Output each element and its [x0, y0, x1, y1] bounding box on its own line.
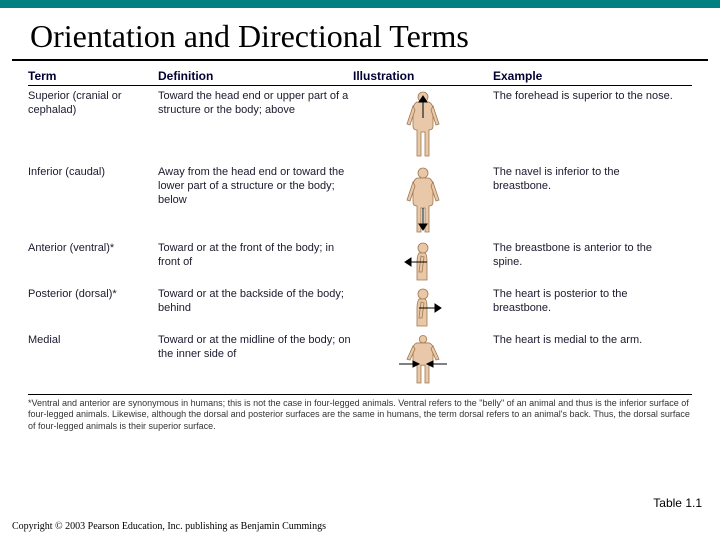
cell-illustration [353, 166, 493, 236]
cell-term: Superior (cranial or cephalad) [28, 90, 158, 118]
page-title: Orientation and Directional Terms [12, 8, 708, 61]
directional-terms-table: Term Definition Illustration Example Sup… [0, 67, 720, 432]
cell-example: The heart is medial to the arm. [493, 334, 678, 348]
cell-term: Medial [28, 334, 158, 348]
cell-definition: Away from the head end or toward the low… [158, 166, 353, 207]
cell-definition: Toward or at the midline of the body; on… [158, 334, 353, 362]
copyright-text: Copyright © 2003 Pearson Education, Inc.… [12, 521, 326, 532]
top-accent-bar [0, 0, 720, 8]
header-term: Term [28, 69, 158, 83]
footnote-text: *Ventral and anterior are synonymous in … [28, 395, 692, 432]
body-figure-icon [395, 166, 451, 236]
table-row: Anterior (ventral)* Toward or at the fro… [28, 238, 692, 284]
cell-definition: Toward or at the front of the body; in f… [158, 242, 353, 270]
table-row: Inferior (caudal) Away from the head end… [28, 162, 692, 238]
body-side-figure-icon [395, 242, 451, 282]
table-header-row: Term Definition Illustration Example [28, 67, 692, 86]
table-row: Medial Toward or at the midline of the b… [28, 330, 692, 388]
cell-example: The forehead is superior to the nose. [493, 90, 678, 104]
cell-example: The heart is posterior to the breastbone… [493, 288, 678, 316]
header-illustration: Illustration [353, 69, 493, 83]
body-side-figure-icon [395, 288, 451, 328]
cell-definition: Toward or at the backside of the body; b… [158, 288, 353, 316]
cell-illustration [353, 242, 493, 282]
body-figure-icon [395, 90, 451, 160]
table-label: Table 1.1 [653, 496, 702, 510]
cell-term: Inferior (caudal) [28, 166, 158, 180]
cell-illustration [353, 334, 493, 386]
cell-example: The breastbone is anterior to the spine. [493, 242, 678, 270]
cell-term: Posterior (dorsal)* [28, 288, 158, 302]
table-row: Posterior (dorsal)* Toward or at the bac… [28, 284, 692, 330]
cell-definition: Toward the head end or upper part of a s… [158, 90, 353, 118]
header-example: Example [493, 69, 678, 83]
cell-illustration [353, 288, 493, 328]
cell-term: Anterior (ventral)* [28, 242, 158, 256]
body-figure-icon [395, 334, 451, 386]
header-definition: Definition [158, 69, 353, 83]
table-row: Superior (cranial or cephalad) Toward th… [28, 86, 692, 162]
cell-illustration [353, 90, 493, 160]
cell-example: The navel is inferior to the breastbone. [493, 166, 678, 194]
